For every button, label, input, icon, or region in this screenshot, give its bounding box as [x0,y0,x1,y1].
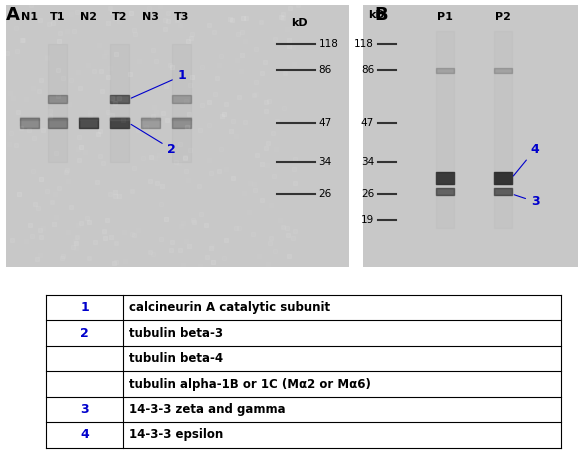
Text: calcineurin A catalytic subunit: calcineurin A catalytic subunit [129,301,330,314]
Text: 3: 3 [515,195,540,208]
Text: N1: N1 [22,12,39,22]
Text: 4: 4 [513,143,540,176]
Text: kD: kD [368,10,385,20]
Text: T1: T1 [50,12,65,22]
Text: T2: T2 [112,12,127,22]
Text: T3: T3 [173,12,189,22]
Text: 14-3-3 epsilon: 14-3-3 epsilon [129,428,223,442]
Text: 86: 86 [318,65,332,75]
Text: 1: 1 [80,301,89,314]
Text: A: A [6,6,20,24]
Text: 3: 3 [80,403,89,416]
Text: 2: 2 [131,124,176,156]
Text: 4: 4 [80,428,89,442]
Text: tubulin beta-4: tubulin beta-4 [129,352,223,365]
Text: 118: 118 [318,39,338,49]
Text: 47: 47 [318,118,332,128]
Text: N3: N3 [142,12,159,22]
Text: P2: P2 [495,12,511,22]
Text: 34: 34 [361,157,374,168]
Text: 34: 34 [318,157,332,168]
Text: B: B [374,6,388,24]
Text: 86: 86 [361,65,374,75]
Text: 2: 2 [80,327,89,340]
Text: 26: 26 [361,189,374,199]
Text: 26: 26 [318,189,332,199]
Text: tubulin alpha-1B or 1C (Mα2 or Mα6): tubulin alpha-1B or 1C (Mα2 or Mα6) [129,377,371,391]
Text: 47: 47 [361,118,374,128]
Text: N2: N2 [80,12,97,22]
Text: 19: 19 [361,215,374,225]
Text: 14-3-3 zeta and gamma: 14-3-3 zeta and gamma [129,403,286,416]
Text: 118: 118 [354,39,374,49]
Text: P1: P1 [437,12,453,22]
Text: tubulin beta-3: tubulin beta-3 [129,327,223,340]
Text: kD: kD [291,18,308,28]
Text: 1: 1 [131,69,186,98]
